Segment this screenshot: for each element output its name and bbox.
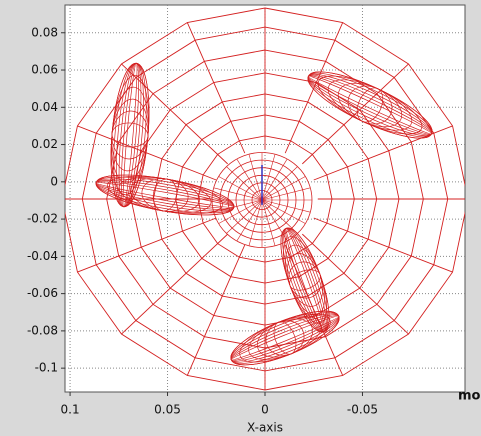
- chart: 0.08 0.06 0.04 0.02 0 -0.02 -0.04 -0.06 -0.08 -0.…: [0, 0, 481, 436]
- x-tick-label: 0.1: [61, 403, 80, 417]
- y-tick-label: -0.06: [27, 286, 58, 300]
- y-tick-label: 0.08: [31, 25, 58, 39]
- y-tick-label: 0.06: [31, 63, 58, 77]
- y-tick-label: -0.04: [27, 249, 58, 263]
- y-tick-label: -0.08: [27, 323, 58, 337]
- y-tick-label: 0.04: [31, 100, 58, 114]
- edge-label: mo: [458, 389, 481, 404]
- x-tick-label: -0.05: [347, 403, 378, 417]
- x-axis-label: X-axis: [247, 421, 283, 435]
- y-tick-label: 0: [50, 174, 58, 188]
- y-tick-label: -0.02: [27, 212, 58, 226]
- mesh: [62, 8, 468, 390]
- y-tick-label: 0.02: [31, 137, 58, 151]
- y-tick-label: -0.1: [35, 361, 58, 375]
- x-tick-label: 0.05: [154, 403, 181, 417]
- x-tick-label: 0: [261, 403, 269, 417]
